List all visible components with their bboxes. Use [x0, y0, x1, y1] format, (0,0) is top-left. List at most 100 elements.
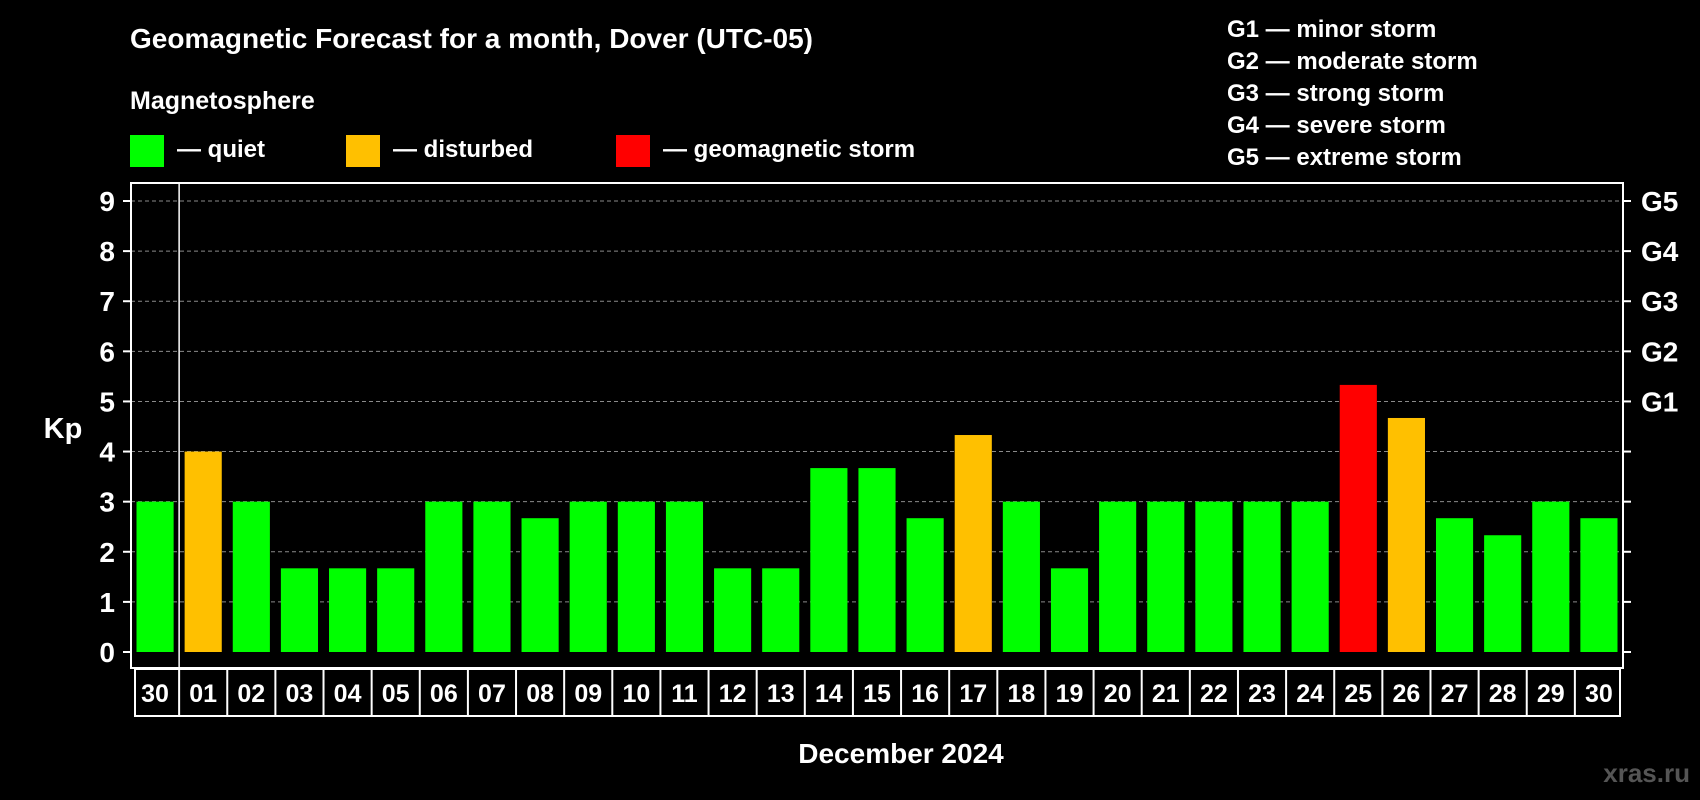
y-axis-label: Kp	[44, 413, 83, 445]
bar-7	[473, 501, 511, 652]
x-tick-label: 06	[430, 680, 458, 708]
x-axis-label: December 2024	[798, 738, 1004, 769]
bar-3	[280, 568, 319, 652]
bar-10	[617, 501, 655, 652]
bar-1	[184, 451, 222, 652]
axes: 0 1 2 3 4 5 6 7 8 9 G1 G2 G3 G4 G5	[99, 182, 1679, 669]
bar-29	[1532, 501, 1570, 652]
x-tick-label: 25	[1344, 680, 1372, 708]
x-tick-label: 20	[1104, 680, 1132, 708]
x-tick-label: 09	[574, 680, 602, 708]
y-tick-label: 6	[99, 336, 115, 367]
x-tick-label: 27	[1441, 680, 1469, 708]
x-tick-label: 14	[815, 680, 843, 708]
x-label-row	[134, 668, 1621, 717]
bar-5	[377, 568, 415, 652]
x-tick-label: 04	[334, 680, 362, 708]
storm-scale-g2: G2 — moderate storm	[1227, 48, 1478, 75]
x-tick-label: 18	[1007, 680, 1035, 708]
x-tick-label: 22	[1200, 680, 1228, 708]
y-tick-label: 0	[99, 637, 115, 668]
x-tick-label: 29	[1537, 680, 1565, 708]
bar-24	[1291, 501, 1329, 652]
x-tick-label: 13	[767, 680, 795, 708]
bar-12	[714, 568, 752, 652]
legend-swatch-disturbed	[346, 135, 380, 167]
storm-scale-list: G1 — minor storm G2 — moderate storm G3 …	[1227, 16, 1478, 171]
x-tick-label: 10	[622, 680, 650, 708]
g-scale-label: G3	[1641, 286, 1678, 317]
x-tick-label: 11	[671, 680, 698, 708]
storm-scale-g1: G1 — minor storm	[1227, 16, 1436, 43]
bar-25	[1339, 384, 1377, 652]
x-tick-labels: 30 01 02 03 04 05 06 07 08 09 10 11 12 13 14 15 16 17 18 19…	[134, 668, 1621, 717]
bar-15	[858, 468, 896, 652]
x-tick-label: 19	[1056, 680, 1084, 708]
bar-8	[521, 518, 559, 652]
chart-title: Geomagnetic Forecast for a month, Dover …	[130, 23, 813, 54]
bar-30	[1580, 518, 1618, 652]
x-tick-label: 07	[478, 680, 506, 708]
bar-17	[954, 435, 992, 652]
bar-14	[810, 468, 848, 652]
bar-18	[1002, 501, 1040, 652]
x-tick-label: 26	[1393, 680, 1421, 708]
storm-scale-g5: G5 — extreme storm	[1227, 144, 1462, 171]
y-tick-label: 1	[99, 587, 115, 618]
g-scale-label: G1	[1641, 386, 1678, 417]
watermark: xras.ru	[1603, 758, 1690, 788]
bar-13	[762, 568, 800, 652]
bar-22	[1195, 501, 1233, 652]
x-tick-label: 16	[911, 680, 939, 708]
bar-11	[665, 501, 704, 652]
y-tick-label: 4	[99, 437, 115, 468]
x-tick-label: 08	[526, 680, 554, 708]
g-scale-label: G4	[1641, 236, 1679, 267]
bar-16	[906, 518, 944, 652]
x-tick-label: 02	[237, 680, 265, 708]
bar-2	[232, 501, 270, 652]
bar-9	[569, 501, 607, 652]
bar-26	[1387, 417, 1425, 652]
bar-19	[1050, 568, 1089, 652]
bar-6	[425, 501, 463, 652]
x-tick-label: 03	[286, 680, 314, 708]
x-tick-label: 21	[1152, 680, 1180, 708]
x-tick-label: 30	[141, 680, 169, 708]
storm-scale-g3: G3 — strong storm	[1227, 80, 1444, 107]
legend-label-quiet: — quiet	[177, 136, 265, 163]
bar-23	[1243, 501, 1281, 652]
bar-27	[1435, 518, 1474, 652]
bar-20	[1099, 501, 1137, 652]
bars	[136, 384, 1618, 652]
y-tick-label: 2	[99, 537, 115, 568]
g-scale-label: G2	[1641, 336, 1678, 367]
y-tick-label: 3	[99, 487, 115, 518]
x-tick-label: 24	[1296, 680, 1324, 708]
legend: — quiet — disturbed — geomagnetic storm	[130, 135, 915, 167]
y-tick-label: 7	[99, 286, 115, 317]
x-tick-label: 28	[1489, 680, 1517, 708]
y-tick-label: 9	[99, 186, 115, 217]
legend-swatch-quiet	[130, 135, 164, 167]
y-tick-label: 8	[99, 236, 115, 267]
legend-label-disturbed: — disturbed	[393, 136, 533, 163]
legend-title: Magnetosphere	[130, 87, 315, 115]
x-tick-label: 15	[863, 680, 891, 708]
x-tick-label: 12	[719, 680, 747, 708]
bar-4	[329, 568, 367, 652]
x-tick-label: 17	[959, 680, 987, 708]
legend-swatch-storm	[616, 135, 650, 167]
x-tick-label: 23	[1248, 680, 1276, 708]
g-scale-label: G5	[1641, 186, 1678, 217]
legend-label-storm: — geomagnetic storm	[663, 136, 915, 163]
storm-scale-g4: G4 — severe storm	[1227, 112, 1446, 139]
bar-0	[136, 501, 174, 652]
bar-28	[1484, 535, 1522, 652]
x-tick-label: 05	[382, 680, 410, 708]
x-tick-label: 30	[1585, 680, 1613, 708]
bar-21	[1147, 501, 1185, 652]
x-tick-label: 01	[189, 680, 217, 708]
